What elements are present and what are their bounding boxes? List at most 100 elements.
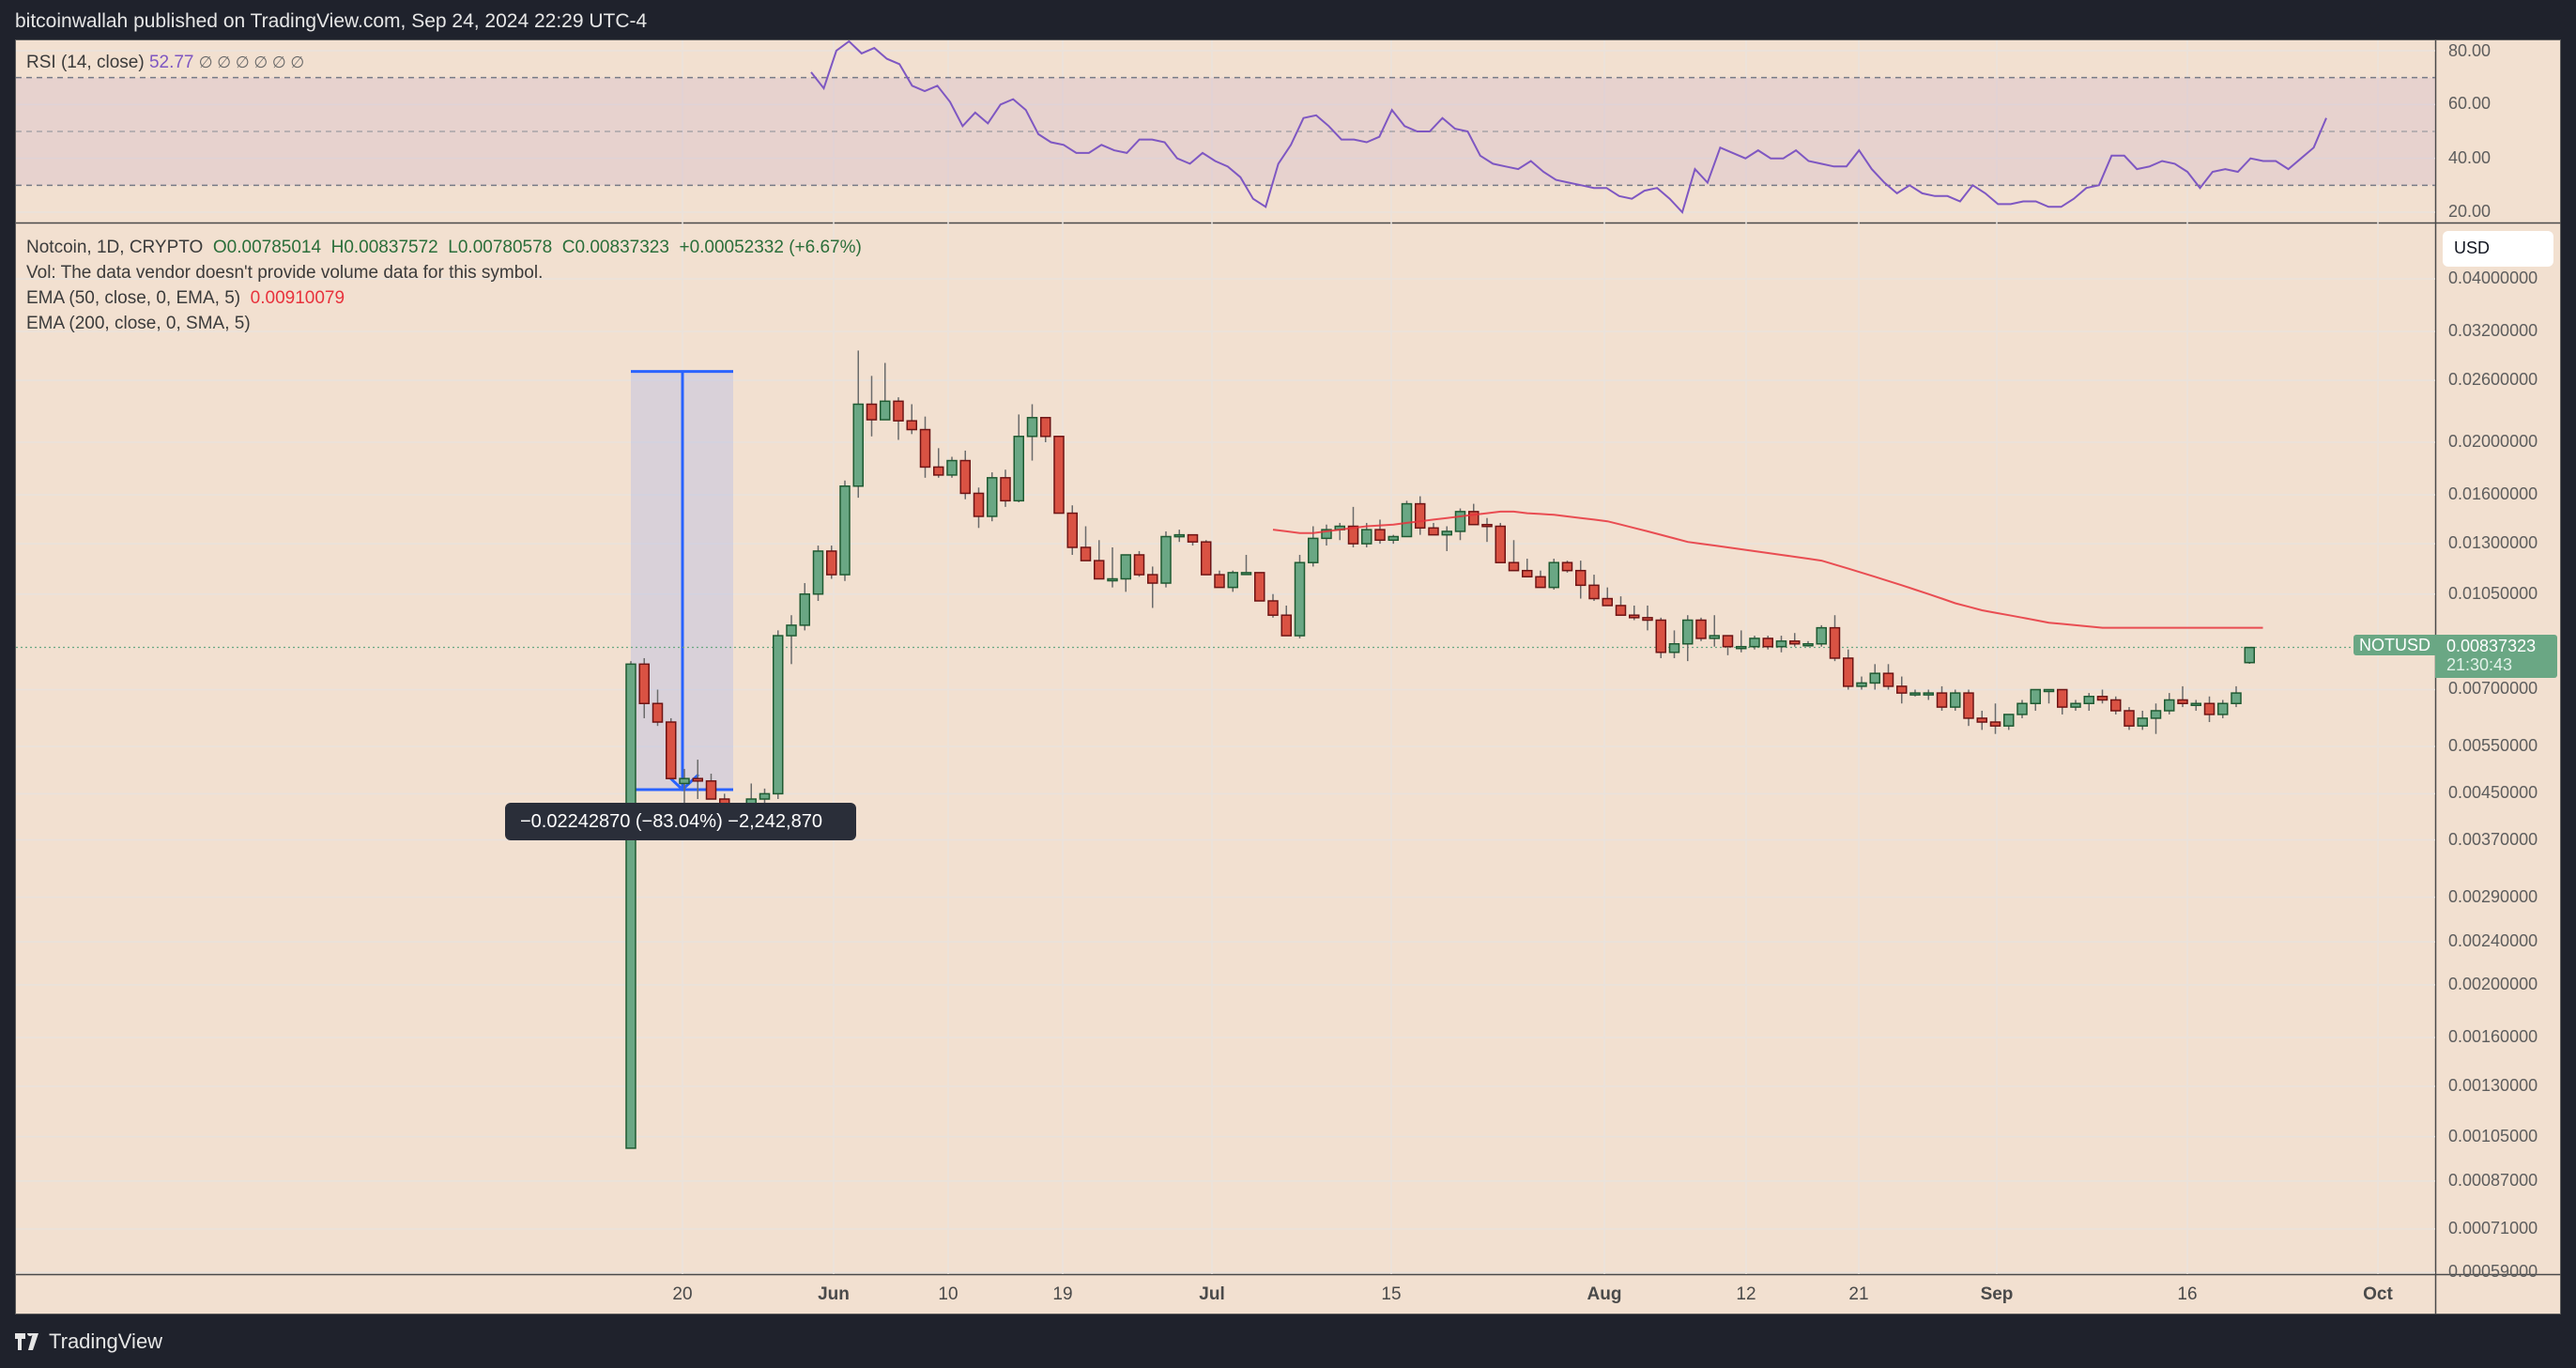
candle[interactable] — [1201, 540, 1212, 576]
candle[interactable] — [1040, 417, 1051, 442]
candle[interactable] — [1000, 469, 1011, 507]
candle[interactable] — [2003, 714, 2015, 730]
candle[interactable] — [1133, 550, 1145, 577]
candle[interactable] — [2124, 707, 2135, 730]
candle[interactable] — [1214, 570, 1225, 589]
candle[interactable] — [1722, 635, 1734, 655]
candle[interactable] — [2190, 699, 2201, 711]
candle[interactable] — [1736, 630, 1747, 653]
currency-button[interactable]: USD — [2443, 231, 2553, 267]
candle[interactable] — [1508, 540, 1520, 572]
rsi-legend[interactable]: RSI (14, close) 52.77 ∅ ∅ ∅ ∅ ∅ ∅ — [26, 53, 304, 73]
candle[interactable] — [1829, 615, 1841, 662]
candle[interactable] — [1441, 526, 1452, 551]
candle[interactable] — [1120, 554, 1131, 592]
candle[interactable] — [959, 450, 971, 500]
candle[interactable] — [1976, 710, 1987, 730]
candle[interactable] — [987, 472, 998, 522]
candle[interactable] — [2137, 710, 2148, 730]
candle[interactable] — [1548, 559, 1559, 590]
candle[interactable] — [933, 448, 944, 478]
candle[interactable] — [1522, 559, 1533, 578]
candle[interactable] — [2110, 696, 2122, 715]
candle[interactable] — [1749, 636, 1760, 650]
candle[interactable] — [2043, 688, 2055, 704]
candle[interactable] — [1950, 689, 1961, 711]
candle[interactable] — [1026, 404, 1038, 461]
candle[interactable] — [1173, 530, 1185, 543]
candle[interactable] — [919, 416, 931, 478]
candle[interactable] — [1775, 636, 1787, 653]
candle[interactable] — [1280, 605, 1292, 637]
candle[interactable] — [1655, 617, 1666, 658]
candle[interactable] — [1602, 587, 1613, 607]
candle[interactable] — [2150, 703, 2162, 734]
symbol-legend[interactable]: Notcoin, 1D, CRYPTO O0.00785014 H0.00837… — [26, 238, 862, 258]
candle[interactable] — [625, 661, 636, 1149]
candle[interactable] — [893, 397, 904, 440]
candle[interactable] — [1856, 676, 1867, 690]
candle[interactable] — [1642, 605, 1653, 631]
candle[interactable] — [1495, 522, 1506, 563]
candle[interactable] — [1066, 505, 1078, 555]
candle[interactable] — [1454, 508, 1466, 541]
candle[interactable] — [1481, 517, 1493, 543]
candle[interactable] — [1561, 561, 1573, 573]
candle[interactable] — [1321, 524, 1332, 546]
candle[interactable] — [1896, 676, 1908, 704]
candle[interactable] — [1254, 572, 1265, 602]
candle[interactable] — [973, 487, 985, 529]
candle[interactable] — [2231, 685, 2242, 708]
candle[interactable] — [1923, 689, 1934, 700]
candle[interactable] — [692, 760, 703, 800]
candle[interactable] — [1668, 630, 1680, 658]
candle[interactable] — [1187, 533, 1199, 546]
candle[interactable] — [1843, 649, 1854, 690]
candle[interactable] — [1080, 526, 1092, 561]
candle[interactable] — [1588, 575, 1600, 601]
candle[interactable] — [1615, 596, 1627, 616]
candle[interactable] — [666, 717, 677, 779]
candle[interactable] — [1415, 496, 1426, 535]
candle[interactable] — [2016, 699, 2028, 718]
candle[interactable] — [799, 583, 810, 631]
candle[interactable] — [1882, 664, 1894, 690]
candle[interactable] — [2177, 685, 2188, 708]
candle[interactable] — [1147, 566, 1158, 608]
candle[interactable] — [1240, 554, 1252, 576]
candle[interactable] — [1267, 593, 1279, 618]
candle[interactable] — [638, 657, 650, 718]
candle[interactable] — [1989, 703, 2001, 734]
chart-frame[interactable] — [15, 39, 2561, 1314]
candle[interactable] — [1535, 570, 1546, 589]
candle[interactable] — [1094, 540, 1105, 580]
candle[interactable] — [880, 362, 891, 421]
candle[interactable] — [1227, 570, 1238, 592]
candle[interactable] — [1107, 546, 1118, 588]
candle[interactable] — [2203, 696, 2216, 723]
candle[interactable] — [2096, 689, 2108, 704]
candle[interactable] — [1762, 636, 1773, 650]
candle[interactable] — [1575, 561, 1587, 599]
candle[interactable] — [2057, 688, 2068, 715]
candle[interactable] — [946, 456, 958, 478]
candle[interactable] — [2244, 646, 2255, 665]
candle[interactable] — [2164, 693, 2175, 715]
candle[interactable] — [1468, 503, 1480, 526]
tradingview-logo[interactable]: TradingView — [15, 1330, 162, 1354]
candle[interactable] — [866, 376, 878, 437]
candle[interactable] — [652, 689, 664, 727]
candle[interactable] — [826, 546, 837, 579]
candle[interactable] — [1160, 530, 1172, 588]
candle[interactable] — [1709, 615, 1720, 647]
candle[interactable] — [1816, 624, 1827, 647]
candle[interactable] — [1294, 554, 1306, 638]
candle[interactable] — [1428, 522, 1439, 536]
candle[interactable] — [1963, 689, 1974, 727]
candle[interactable] — [1909, 689, 1921, 697]
candle[interactable] — [1629, 605, 1640, 621]
candle[interactable] — [1789, 633, 1801, 647]
candle[interactable] — [2217, 699, 2229, 718]
candle[interactable] — [773, 630, 784, 800]
